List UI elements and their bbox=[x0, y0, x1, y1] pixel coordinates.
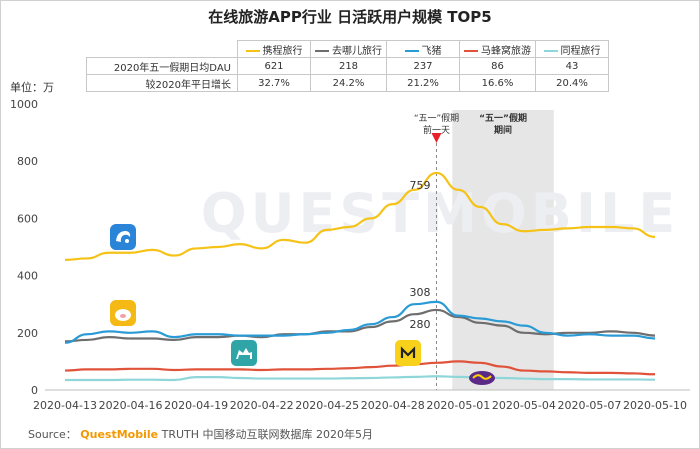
mafengwo-app-icon bbox=[469, 371, 495, 385]
y-tick-label: 0 bbox=[31, 384, 38, 397]
x-tick-label: 2020-05-10 bbox=[623, 399, 687, 412]
pre-holiday-annotation-line2: 前一天 bbox=[423, 124, 450, 136]
dau-table: 携程旅行 去哪儿旅行 飞猪 马蜂窝旅游 同程旅行 2020年五一假期日均DAU … bbox=[86, 40, 609, 92]
x-tick-label: 2020-05-04 bbox=[492, 399, 556, 412]
legend-swatch bbox=[543, 49, 558, 52]
y-tick-label: 200 bbox=[17, 327, 38, 340]
unit-label: 单位：万 bbox=[10, 81, 54, 94]
source-note: Source： QuestMobile TRUTH 中国移动互联网数据库 202… bbox=[28, 428, 373, 441]
holiday-annotation-line1: “五一”假期 bbox=[479, 112, 527, 124]
data-label-qunar-peak: 280 bbox=[409, 318, 430, 331]
source-brand: QuestMobile bbox=[80, 428, 159, 441]
legend-swatch bbox=[245, 49, 260, 52]
x-tick-label: 2020-04-22 bbox=[230, 399, 294, 412]
pre-holiday-marker-triangle bbox=[431, 133, 442, 143]
legend-swatch bbox=[464, 49, 478, 52]
series-line-2 bbox=[64, 300, 656, 344]
series-line-3 bbox=[64, 360, 656, 376]
watermark-text: QUESTMOBILE bbox=[201, 182, 680, 245]
data-label-ctrip-peak: 759 bbox=[409, 179, 430, 192]
x-tick-label: 2020-04-13 bbox=[33, 399, 97, 412]
x-tick-label: 2020-04-25 bbox=[295, 399, 359, 412]
legend-swatch bbox=[404, 49, 419, 52]
y-tick-label: 600 bbox=[17, 212, 38, 225]
holiday-annotation-line2: 期间 bbox=[494, 124, 512, 136]
table-row-growth: 较2020年平日增长 32.7% 24.2% 21.2% 16.6% 20.4% bbox=[86, 74, 609, 92]
qunar-app-icon bbox=[110, 300, 136, 326]
series-line-0 bbox=[64, 171, 656, 261]
y-tick-label: 1000 bbox=[10, 98, 38, 111]
y-tick-label: 800 bbox=[17, 155, 38, 168]
x-tick-label: 2020-04-19 bbox=[164, 399, 228, 412]
cell-growth: 24.2% bbox=[310, 74, 387, 92]
pre-holiday-annotation-line1: “五一”假期 bbox=[414, 113, 459, 124]
holiday-highlight-band bbox=[452, 110, 554, 390]
legend-entry-mafengwo: 马蜂窝旅游 bbox=[459, 40, 536, 58]
y-tick-label: 400 bbox=[17, 270, 38, 283]
series-line-4 bbox=[65, 375, 656, 382]
x-tick-label: 2020-05-01 bbox=[426, 399, 490, 412]
ctrip-app-icon bbox=[110, 224, 136, 250]
fliggy-app-icon bbox=[395, 340, 421, 366]
legend-swatch bbox=[315, 49, 329, 52]
chart-title: 在线旅游APP行业 日活跃用户规模 TOP5 bbox=[208, 8, 492, 26]
data-label-fliggy-peak: 308 bbox=[409, 286, 430, 299]
cell-growth: 20.4% bbox=[535, 74, 609, 92]
x-tick-label: 2020-04-28 bbox=[361, 399, 425, 412]
x-tick-label: 2020-04-16 bbox=[99, 399, 163, 412]
row-label-growth: 较2020年平日增长 bbox=[86, 74, 238, 92]
tongcheng-app-icon bbox=[231, 340, 257, 366]
x-tick-label: 2020-05-07 bbox=[557, 399, 621, 412]
